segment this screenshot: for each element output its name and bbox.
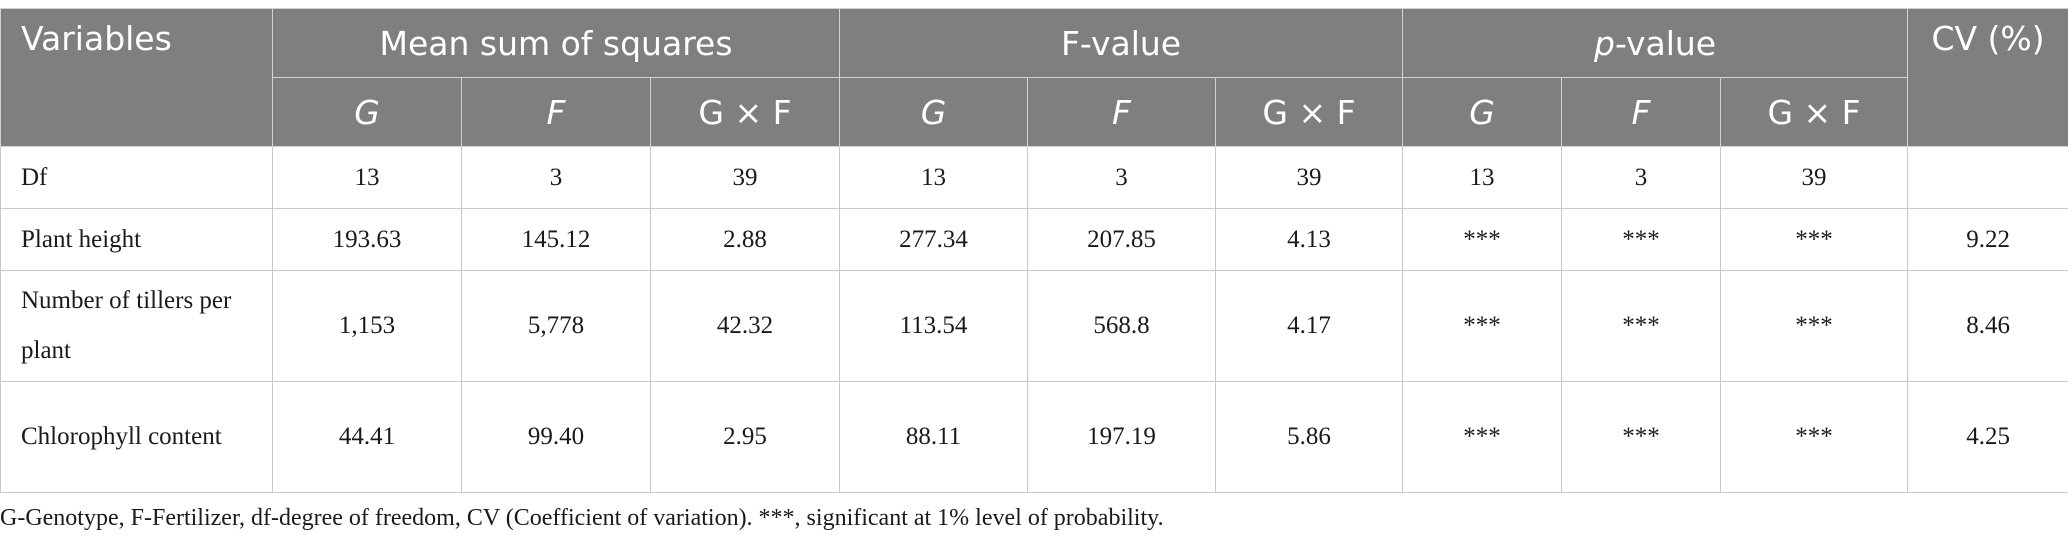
- table-cell: ***: [1561, 381, 1722, 493]
- header-cv: CV (%): [1907, 8, 2068, 147]
- row-label: Plant height: [0, 208, 273, 271]
- header-p-value: p-value: [1402, 8, 1909, 78]
- table-cell: ***: [1720, 270, 1909, 382]
- header-variables: Variables: [0, 8, 273, 147]
- table-cell: 13: [1402, 146, 1563, 209]
- table-cell: 13: [272, 146, 462, 209]
- table-cell: 9.22: [1907, 208, 2068, 271]
- subheader-mss-g: G: [272, 77, 462, 147]
- table-cell: 42.32: [649, 270, 841, 382]
- table-cell: 39: [1215, 146, 1404, 209]
- table-header: Variables Mean sum of squares F-value p-…: [0, 8, 2068, 147]
- row-label: Df: [0, 146, 273, 209]
- header-f-value: F-value: [839, 8, 1404, 78]
- subheader-mss-gxf: G × F: [649, 77, 841, 147]
- table-body: Df 13 3 39 13 3 39 13 3 39 Plant height …: [0, 146, 2068, 493]
- table-cell: ***: [1561, 270, 1722, 382]
- table-cell: 193.63: [272, 208, 462, 271]
- subheader-pvalue-f: F: [1561, 77, 1722, 147]
- table-cell: 3: [1027, 146, 1217, 209]
- row-label: Chlorophyll content: [0, 381, 273, 493]
- subheader-fvalue-f: F: [1027, 77, 1217, 147]
- subheader-fvalue-gxf: G × F: [1215, 77, 1404, 147]
- table-cell: 39: [649, 146, 841, 209]
- subheader-pvalue-g: G: [1402, 77, 1563, 147]
- table-cell: ***: [1402, 270, 1563, 382]
- table-footnote: G-Genotype, F-Fertilizer, df-degree of f…: [0, 505, 1164, 531]
- table-cell: 197.19: [1027, 381, 1217, 493]
- table-cell: 277.34: [839, 208, 1029, 271]
- table-cell: ***: [1402, 381, 1563, 493]
- subheader-mss-f: F: [461, 77, 651, 147]
- table-row: Number of tillers per plant 1,153 5,778 …: [0, 270, 2068, 382]
- subheader-fvalue-g: G: [839, 77, 1029, 147]
- table-cell: 2.95: [649, 381, 841, 493]
- table-cell: 13: [839, 146, 1029, 209]
- table-cell: 4.13: [1215, 208, 1404, 271]
- table-cell: 4.25: [1907, 381, 2068, 493]
- table-cell: 5.86: [1215, 381, 1404, 493]
- table-cell: 3: [1561, 146, 1722, 209]
- header-p-value-suffix: -value: [1614, 23, 1717, 63]
- table-cell: 2.88: [649, 208, 841, 271]
- row-label: Number of tillers per plant: [0, 270, 273, 382]
- anova-table: Variables Mean sum of squares F-value p-…: [0, 8, 2068, 493]
- table-cell: 88.11: [839, 381, 1029, 493]
- table-cell: ***: [1720, 208, 1909, 271]
- table-cell: ***: [1561, 208, 1722, 271]
- header-p-value-prefix: p: [1593, 23, 1615, 63]
- table-cell: 568.8: [1027, 270, 1217, 382]
- table-row: Plant height 193.63 145.12 2.88 277.34 2…: [0, 208, 2068, 271]
- table-row: Chlorophyll content 44.41 99.40 2.95 88.…: [0, 381, 2068, 493]
- table-cell: ***: [1720, 381, 1909, 493]
- table-cell: 207.85: [1027, 208, 1217, 271]
- table-cell: 1,153: [272, 270, 462, 382]
- table-cell: 5,778: [461, 270, 651, 382]
- table-cell: 113.54: [839, 270, 1029, 382]
- table-cell: ***: [1402, 208, 1563, 271]
- table-cell: 4.17: [1215, 270, 1404, 382]
- subheader-pvalue-gxf: G × F: [1720, 77, 1909, 147]
- header-mean-sum-of-squares: Mean sum of squares: [271, 8, 841, 78]
- table-cell: 145.12: [461, 208, 651, 271]
- table-cell: [1907, 146, 2068, 209]
- table-cell: 44.41: [272, 381, 462, 493]
- table-cell: 39: [1720, 146, 1909, 209]
- table-cell: 99.40: [461, 381, 651, 493]
- table-cell: 3: [461, 146, 651, 209]
- table-cell: 8.46: [1907, 270, 2068, 382]
- table-row: Df 13 3 39 13 3 39 13 3 39: [0, 146, 2068, 209]
